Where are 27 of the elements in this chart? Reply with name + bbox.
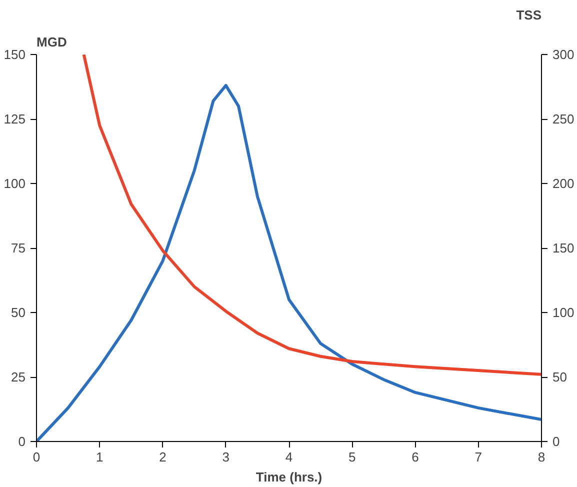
y2-tick-label: 200 — [552, 176, 574, 191]
x-tick-label: 5 — [348, 450, 356, 464]
x-tick-label: 0 — [32, 450, 40, 464]
y2-tick-label: 50 — [552, 370, 567, 384]
line-series — [82, 54, 542, 376]
y2-tick-label: 150 — [552, 240, 574, 256]
y-tick-label: 0 — [18, 434, 26, 449]
x-tick-label: 7 — [474, 450, 482, 464]
x-tick-label: 3 — [222, 450, 230, 464]
y-tick-label: 100 — [4, 176, 26, 191]
y-tick-label: 125 — [4, 112, 26, 126]
x-axis-title: Time (hrs.) — [256, 470, 322, 484]
y2-axis-title: TSS — [516, 8, 542, 22]
y-tick-label: 75 — [11, 240, 26, 256]
x-tick-label: 1 — [96, 450, 104, 464]
y-tick-label: 50 — [11, 305, 26, 320]
y-tick-label: 150 — [4, 47, 26, 62]
y-axis-title: MGD — [36, 34, 67, 50]
y2-tick-label: 250 — [552, 112, 574, 126]
x-tick-label: 4 — [285, 450, 293, 464]
x-tick-label: 8 — [538, 450, 546, 464]
y-tick-label: 25 — [11, 370, 26, 384]
x-tick-label: 6 — [412, 450, 419, 464]
y2-tick-label: 0 — [552, 434, 560, 449]
y2-tick-label: 300 — [552, 47, 574, 62]
y2-tick-label: 100 — [552, 305, 574, 320]
x-tick-label: 2 — [159, 450, 166, 464]
